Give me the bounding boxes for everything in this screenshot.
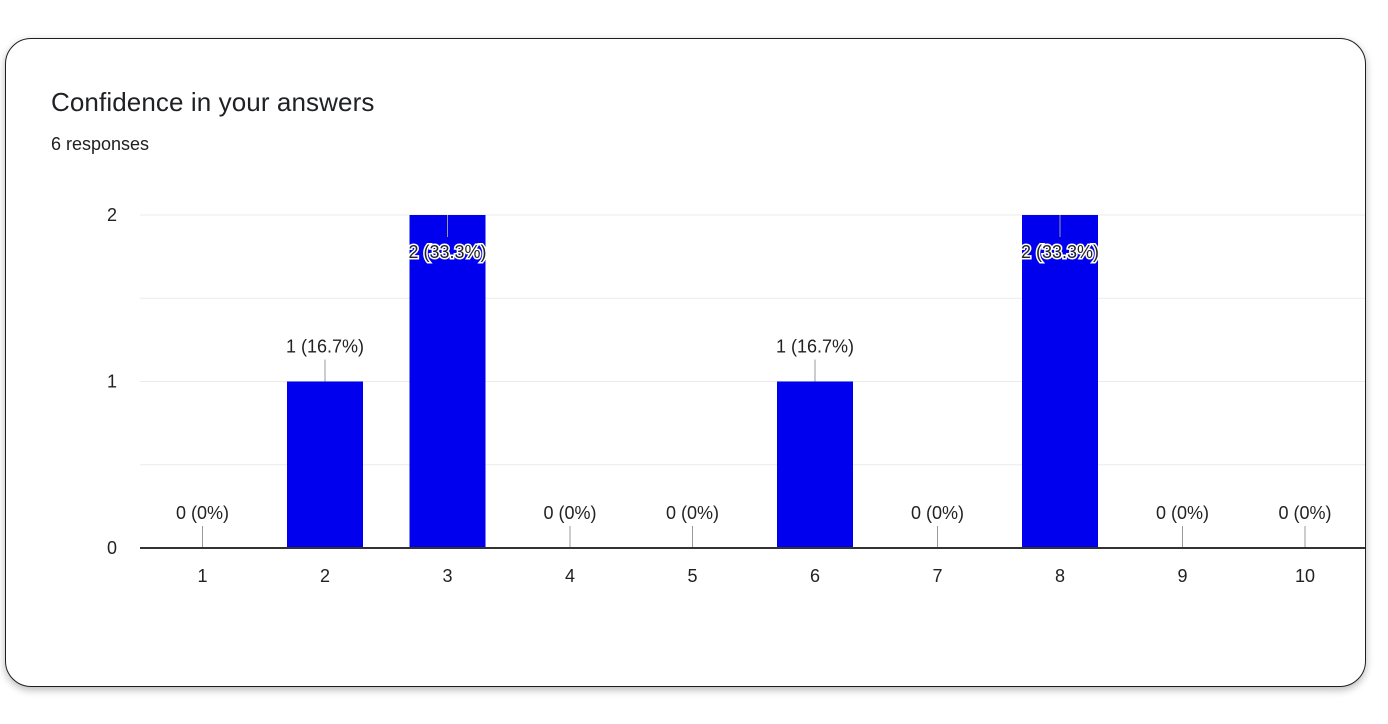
data-label: 0 (0%) — [176, 503, 229, 523]
data-label: 0 (0%) — [1278, 503, 1331, 523]
data-label: 1 (16.7%) — [776, 337, 854, 357]
y-tick-label: 2 — [107, 205, 117, 225]
data-label: 0 (0%) — [543, 503, 596, 523]
x-tick-label: 9 — [1177, 566, 1187, 586]
x-tick-label: 10 — [1295, 566, 1315, 586]
x-tick-label: 1 — [197, 566, 207, 586]
data-label: 2 (33.3%) — [408, 242, 486, 262]
x-tick-label: 5 — [687, 566, 697, 586]
x-tick-label: 2 — [320, 566, 330, 586]
chart-title: Confidence in your answers — [51, 87, 375, 117]
data-label: 0 (0%) — [666, 503, 719, 523]
data-label: 0 (0%) — [1156, 503, 1209, 523]
y-tick-label: 0 — [107, 538, 117, 558]
response-count: 6 responses — [51, 134, 150, 154]
chart-card: Confidence in your answers 6 responses 0… — [5, 38, 1366, 687]
y-tick-label: 1 — [107, 372, 117, 392]
x-tick-label: 8 — [1055, 566, 1065, 586]
x-tick-label: 4 — [565, 566, 575, 586]
bar — [1022, 215, 1098, 548]
data-label: 1 (16.7%) — [286, 337, 364, 357]
x-tick-label: 7 — [932, 566, 942, 586]
bar — [287, 381, 363, 548]
x-tick-label: 6 — [810, 566, 820, 586]
bar-chart: 0 1 2 0 (0%) 1 1 (16.7%) 2 2 (33.3%) 3 0 (0%) 4 0 (… — [107, 205, 1365, 586]
bar — [777, 381, 853, 548]
bar — [409, 215, 486, 548]
x-tick-label: 3 — [442, 566, 452, 586]
data-label: 0 (0%) — [911, 503, 964, 523]
data-label: 2 (33.3%) — [1021, 242, 1099, 262]
